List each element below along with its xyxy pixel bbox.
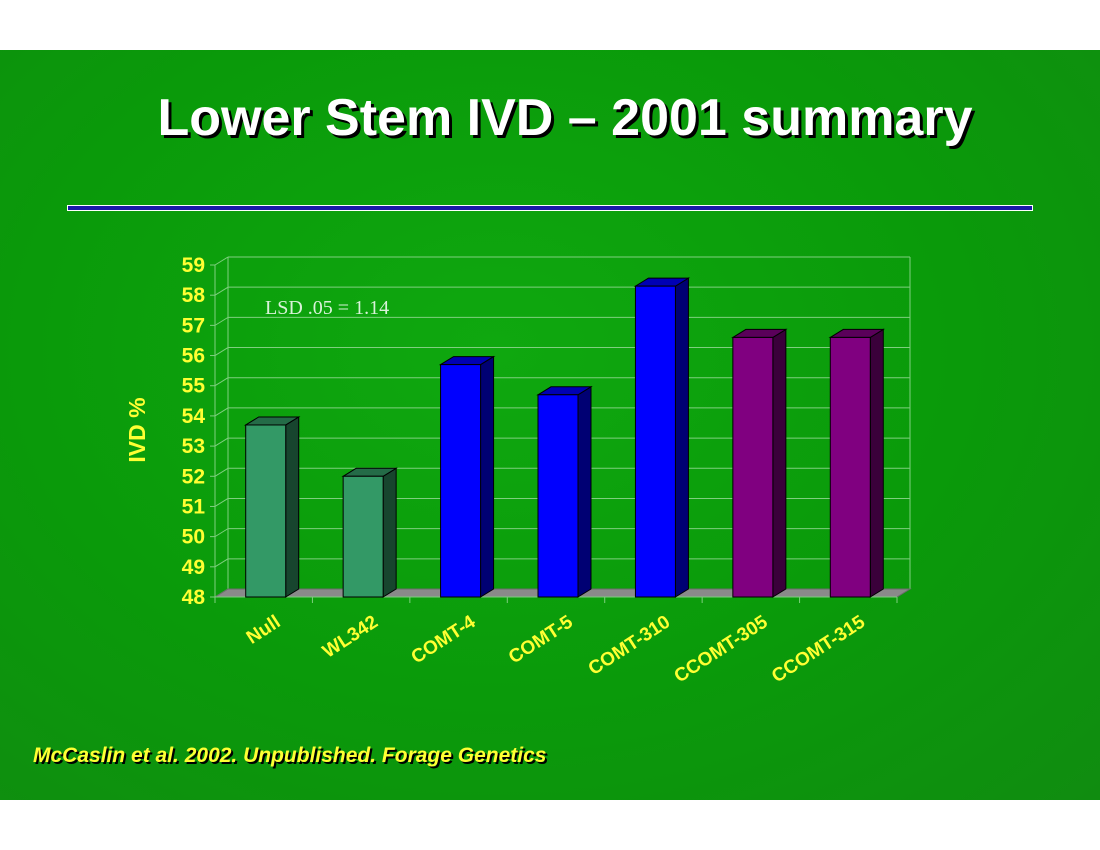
gridline-side — [214, 377, 229, 387]
gridline-side — [214, 528, 229, 538]
bar — [440, 364, 482, 598]
x-tick-label: COMT-310 — [585, 612, 674, 680]
bar-side — [285, 416, 300, 598]
y-tick-label: 49 — [182, 556, 205, 579]
y-tick-label: 54 — [182, 405, 206, 428]
x-tick-label: COMT-5 — [505, 611, 577, 668]
gridline-side — [214, 407, 229, 417]
y-axis-title: IVD % — [124, 397, 150, 462]
x-tick-label: COMT-4 — [408, 611, 480, 668]
bar — [537, 394, 579, 598]
y-tick-label: 59 — [182, 254, 205, 277]
y-tick-label: 55 — [182, 375, 206, 398]
lsd-annotation: LSD .05 = 1.14 — [265, 297, 389, 319]
slide-title: Lower Stem IVD – 2001 summary — [157, 89, 973, 147]
x-tick-label: CCOMT-305 — [671, 611, 772, 687]
bar-chart: 48 49 50 51 52 53 54 55 56 57 58 59 IVD % Null WL342 CO… — [124, 254, 912, 687]
gridline-side — [214, 286, 229, 296]
bar-side — [772, 328, 787, 598]
y-tick-label: 53 — [182, 435, 205, 458]
bar — [829, 336, 871, 598]
citation: McCaslin et al. 2002. Unpublished. Forag… — [33, 744, 547, 767]
y-tick-label: 56 — [182, 345, 205, 368]
bar-side — [577, 385, 592, 598]
bar-side — [869, 328, 884, 598]
title-divider — [67, 205, 1033, 211]
gridline-side — [214, 256, 229, 266]
x-tick-label: CCOMT-315 — [768, 611, 869, 687]
bar-side — [382, 467, 397, 598]
gridline-side — [214, 467, 229, 477]
y-tick-label: 52 — [182, 465, 205, 488]
y-tick-label: 57 — [182, 314, 205, 337]
bar — [732, 336, 774, 598]
gridline-side — [214, 437, 229, 447]
gridline-side — [214, 558, 229, 568]
bar-side — [480, 355, 495, 598]
slide: Lower Stem IVD – 2001 summary 48 49 50 51 52… — [0, 50, 1100, 800]
bar-side — [674, 277, 689, 598]
bar — [342, 475, 384, 598]
gridline-side — [214, 498, 229, 507]
x-tick-label: Null — [243, 612, 285, 649]
bar — [634, 285, 676, 598]
y-tick-label: 50 — [182, 526, 205, 549]
y-tick-label: 48 — [182, 586, 206, 609]
gridline-side — [214, 316, 229, 326]
y-tick-label: 51 — [182, 495, 206, 518]
x-tick-label: WL342 — [319, 612, 382, 663]
gridline-side — [214, 347, 229, 356]
y-tick-label: 58 — [182, 284, 206, 307]
bar — [245, 424, 287, 598]
